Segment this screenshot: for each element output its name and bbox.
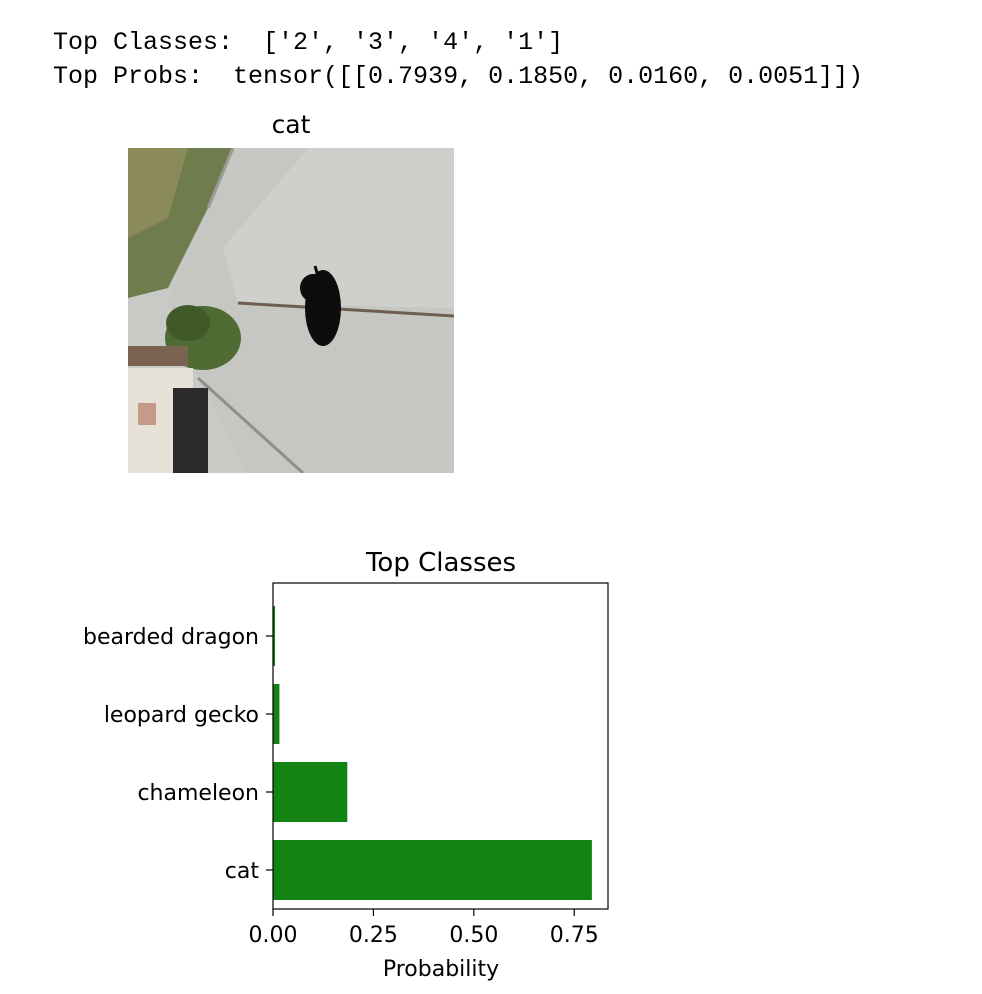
top-classes-chart: Top Classes cat chameleon leopard gecko bea… (0, 540, 982, 994)
y-axis: cat chameleon leopard gecko bearded dragon (83, 625, 273, 884)
y-tick-label: cat (225, 859, 260, 884)
bar-leopard-gecko (273, 684, 279, 744)
x-tick-label: 0.75 (550, 923, 599, 948)
cat-photo (128, 148, 454, 473)
x-axis: 0.00 0.25 0.50 0.75 (249, 909, 599, 948)
chart-title: Top Classes (365, 548, 516, 578)
bar-chameleon (273, 762, 347, 822)
console-output: Top Classes: ['2', '3', '4', '1'] Top Pro… (53, 26, 863, 94)
x-tick-label: 0.00 (249, 923, 298, 948)
image-title: cat (128, 110, 454, 139)
x-tick-label: 0.25 (349, 923, 398, 948)
y-tick-label: chameleon (137, 781, 259, 806)
x-axis-label: Probability (383, 957, 499, 982)
x-tick-label: 0.50 (449, 923, 498, 948)
bar-cat (273, 840, 592, 900)
bar-group (273, 606, 592, 900)
y-tick-label: bearded dragon (83, 625, 259, 650)
top-classes-line: Top Classes: ['2', '3', '4', '1'] (53, 26, 863, 60)
top-probs-line: Top Probs: tensor([[0.7939, 0.1850, 0.01… (53, 60, 863, 94)
y-tick-label: leopard gecko (104, 703, 259, 728)
